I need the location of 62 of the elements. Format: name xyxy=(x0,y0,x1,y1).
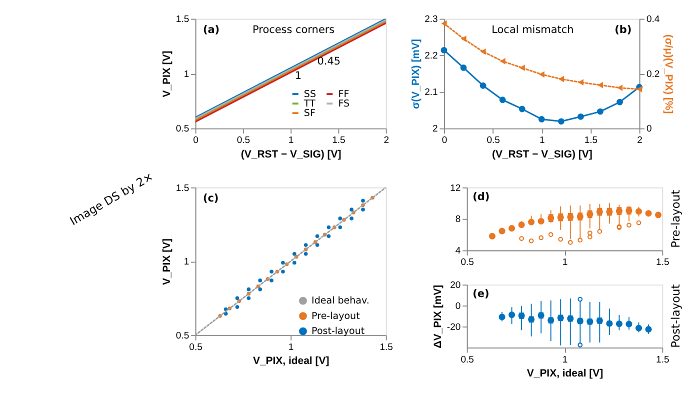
x-tick-label: 0 xyxy=(193,135,198,146)
legend-label: FF xyxy=(338,88,350,100)
legend-label: TT xyxy=(302,98,316,110)
y2-tick-label: 0.2 xyxy=(646,68,660,80)
x-tick-label: 2 xyxy=(384,135,389,146)
x-tick-label: 2 xyxy=(637,135,642,146)
x-tick-label: 1 xyxy=(562,257,568,268)
y2-tick-label: 0 xyxy=(646,124,652,135)
x-tick-label: 1.5 xyxy=(584,135,598,146)
x-tick-label: 0 xyxy=(442,135,448,146)
x-axis-title: V_PIX, ideal [V] xyxy=(252,356,330,368)
x-axis-title: (V_RST − V_SIG) [V] xyxy=(240,149,342,160)
y2-tick-label: 0.4 xyxy=(646,14,660,26)
annotation: (c) xyxy=(202,192,219,205)
x-tick-label: 1 xyxy=(539,135,545,146)
x-tick-label: 0.5 xyxy=(486,135,500,146)
legend-label: SF xyxy=(304,108,316,119)
y-tick-label: 8 xyxy=(455,214,461,226)
text: Pre-layout xyxy=(668,189,682,248)
y-tick-label: 0.5 xyxy=(176,124,190,135)
x-tick-label: 1 xyxy=(562,354,568,366)
y-tick-label: 2.2 xyxy=(424,50,438,62)
x-tick-label: 1.5 xyxy=(656,257,670,268)
x-tick-label: 1.5 xyxy=(656,354,670,366)
y-tick-label: 0.5 xyxy=(176,330,190,342)
y2-axis-title: (σ/μ)(V_PIX) [%] xyxy=(662,34,674,114)
legend-label: SS xyxy=(304,88,316,100)
y-tick-label: 1.5 xyxy=(176,182,190,194)
annotation: (b) xyxy=(614,24,632,36)
y-axis-title: V_PIX [V] xyxy=(162,238,174,286)
annotation: (e) xyxy=(472,288,490,300)
annotation: 0.45 xyxy=(317,56,341,68)
x-tick-label: 1.5 xyxy=(332,135,346,146)
y-tick-label: 20 xyxy=(450,280,461,291)
y-tick-label: 0 xyxy=(455,300,461,312)
legend-label: FS xyxy=(338,98,350,110)
y-tick-label: 12 xyxy=(450,182,461,194)
x-tick-label: 1.5 xyxy=(380,342,393,353)
y-tick-label: 2.3 xyxy=(424,14,438,26)
legend-label: Pre-layout xyxy=(312,310,360,322)
y-tick-label: 1 xyxy=(184,68,190,80)
annotation: (d) xyxy=(472,190,490,203)
y-tick-label: -20 xyxy=(446,322,461,333)
y-tick-label: 1.5 xyxy=(176,14,190,26)
y-axis-title: ΔV_PIX [mV] xyxy=(433,284,444,348)
x-tick-label: 0.5 xyxy=(236,135,250,146)
x-tick-label: 1 xyxy=(288,342,294,353)
x-axis-title: (V_RST − V_SIG) [V] xyxy=(492,149,592,160)
y-tick-label: 4 xyxy=(455,246,462,257)
annotation: (a) xyxy=(202,24,220,36)
y-tick-label: 2 xyxy=(432,124,438,135)
y-axis-title: σ(V_PIX) [mV] xyxy=(410,39,422,110)
y-axis-title: V_PIX [V] xyxy=(162,50,174,98)
x-axis-title: V_PIX, ideal [V] xyxy=(526,368,604,380)
annotation: Local mismatch xyxy=(492,24,574,36)
x-tick-label: 1 xyxy=(288,135,294,146)
legend-label: Post-layout xyxy=(312,326,365,338)
legend-label: Ideal behav. xyxy=(312,296,370,307)
annotation: 1 xyxy=(294,70,302,82)
y-tick-label: 2.1 xyxy=(424,87,438,98)
text: Post-layout xyxy=(668,284,682,348)
annotation: Process corners xyxy=(252,24,335,36)
